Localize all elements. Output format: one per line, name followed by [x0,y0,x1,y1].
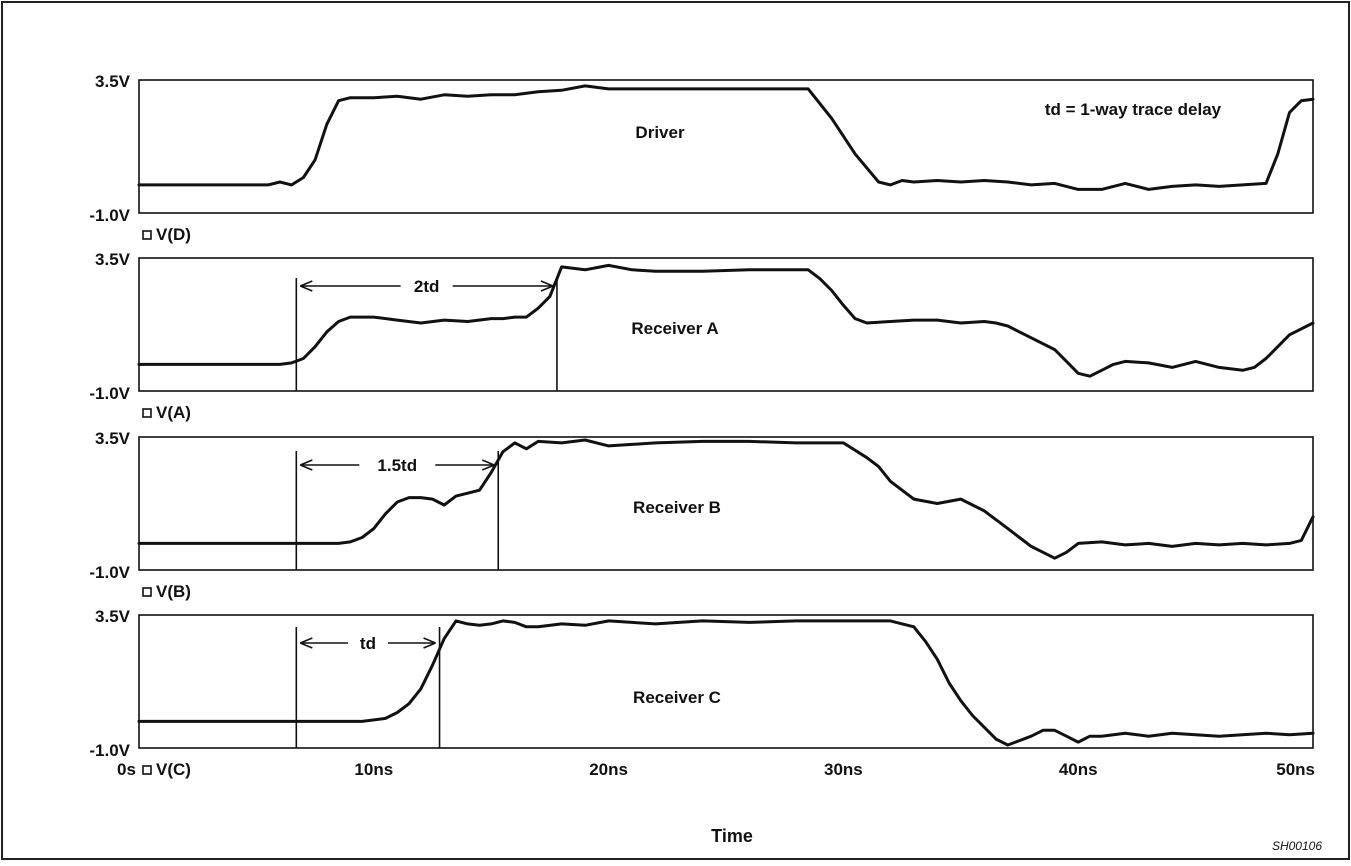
trace-label: V(C) [156,760,191,779]
panel-2: 3.5V -1.0V V(A) Receiver A 2td [89,250,1315,422]
panel-title: Receiver B [633,498,721,517]
y-tick-label: 3.5V [95,429,131,448]
x-tick-label: 30ns [824,760,863,779]
plot-frame [138,614,1314,749]
chart-annotation-note: td = 1-way trace delay [1045,100,1222,119]
trace-marker-icon [142,408,152,418]
x-tick-label: 40ns [1059,760,1098,779]
x-tick-label: 50ns [1276,760,1315,779]
arrow-head-left-icon [300,459,313,471]
y-tick-label: -1.0V [89,563,130,582]
arrow-head-right-icon [540,280,554,292]
panel-1: 3.5V -1.0V V(D) Driver [89,72,1315,244]
y-tick-label: 3.5V [95,607,131,626]
y-tick-label: 3.5V [95,250,131,269]
trace-label: V(B) [156,582,191,601]
delay-annotation: 1.5td [377,456,417,475]
arrow-head-right-icon [481,459,495,471]
figure-code: SH00106 [1272,839,1322,853]
x-axis-label: Time [711,826,753,846]
panel-4: 3.5V -1.0V V(C) Receiver C td [89,607,1315,779]
y-tick-label: -1.0V [89,384,130,403]
panel-3: 3.5V -1.0V V(B) Receiver B 1.5td [89,429,1315,601]
delay-annotation: td [360,634,376,653]
panel-title: Driver [635,123,685,142]
y-tick-label: -1.0V [89,206,130,225]
x-tick-label: 10ns [354,760,393,779]
trace-label: V(A) [156,403,191,422]
trace-label: V(D) [156,225,191,244]
trace-marker-icon [142,765,152,775]
y-tick-label: -1.0V [89,741,130,760]
y-tick-label: 3.5V [95,72,131,91]
x-tick-label: 20ns [589,760,628,779]
panel-title: Receiver C [633,688,721,707]
waveform-line [137,438,1315,560]
panels-group: 3.5V -1.0V V(D) Driver 3.5V -1.0V V(A) Receiver… [89,72,1315,779]
waveform-line [137,84,1315,191]
waveform-line [137,263,1315,378]
arrow-head-left-icon [300,280,313,292]
delay-annotation: 2td [414,277,440,296]
arrow-head-right-icon [423,637,436,649]
plot-frame [138,436,1314,571]
arrow-head-left-icon [300,637,313,649]
plot-frame [138,79,1314,214]
trace-marker-icon [142,587,152,597]
trace-marker-icon [142,230,152,240]
x-axis: 0s 10ns 20ns 30ns 40ns 50ns [117,760,1315,779]
x-tick-label: 0s [117,760,136,779]
waveform-line [137,619,1315,747]
panel-title: Receiver A [631,319,718,338]
